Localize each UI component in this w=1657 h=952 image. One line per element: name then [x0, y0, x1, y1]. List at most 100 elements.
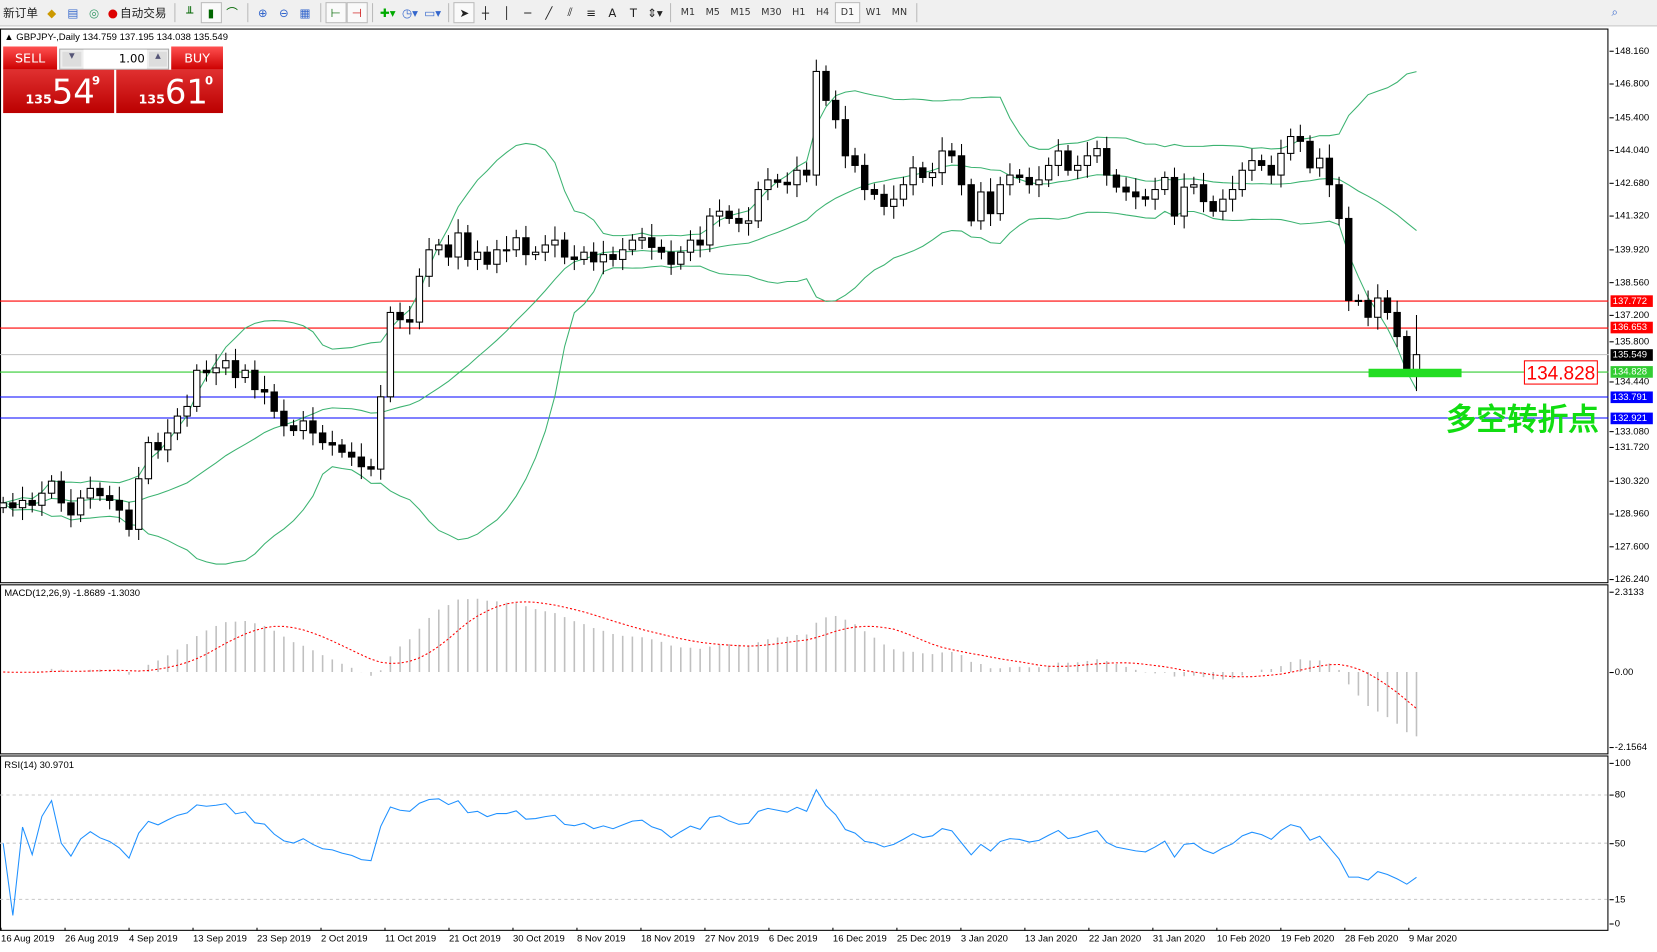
rsi-tick: 50: [1609, 837, 1626, 849]
auto-trading-button[interactable]: ● 自动交易: [105, 2, 170, 23]
timeframe-h1[interactable]: H1: [792, 7, 806, 18]
equidistant-channel-icon[interactable]: ⫽: [567, 5, 573, 20]
sell-price[interactable]: 135 54 9: [3, 69, 115, 114]
timeframe-m15[interactable]: M15: [730, 7, 751, 18]
candle-body: [231, 360, 240, 379]
candle-body: [164, 432, 172, 451]
zoom-out-icon[interactable]: ⊖: [278, 5, 289, 20]
timeframe-m30[interactable]: M30: [761, 7, 782, 18]
chart-symbol-ohlc: GBPJPY-,Daily 134.759 137.195 134.038 13…: [16, 31, 229, 43]
candle-body: [435, 244, 443, 251]
pivot-zone-rectangle[interactable]: [1368, 368, 1462, 378]
periods-icon[interactable]: ◷▾: [401, 5, 418, 20]
horizontal-line-icon[interactable]: ─: [524, 5, 532, 20]
candle-body: [667, 251, 675, 265]
fibonacci-icon[interactable]: ≡: [586, 5, 597, 20]
candle-body: [464, 232, 472, 260]
candle-body: [909, 167, 917, 186]
timeframe-d1[interactable]: D1: [834, 2, 861, 24]
price-axis[interactable]: 148.160 146.800 145.400 144.040 142.680 141.3…: [1609, 29, 1657, 584]
candlestick-icon[interactable]: ▮: [200, 2, 222, 24]
timeframe-w1[interactable]: W1: [865, 7, 882, 18]
navigator-icon[interactable]: ▤: [67, 5, 79, 20]
rsi-tick: 80: [1609, 789, 1626, 801]
candle-body: [241, 369, 249, 379]
candle-body: [1180, 186, 1188, 217]
candle-body: [551, 239, 559, 246]
arrows-icon[interactable]: ⇕▾: [647, 5, 663, 20]
signals-icon[interactable]: ◎: [88, 5, 100, 20]
macd-axis[interactable]: 2.3133 0.00 -2.1564: [1609, 584, 1657, 754]
pivot-annotation-text[interactable]: 多空转折点: [1445, 401, 1599, 438]
auto-trading-label: 自动交易: [120, 6, 167, 21]
rsi-axis[interactable]: 100 80 50 15 0: [1609, 755, 1657, 930]
candle-body: [1383, 297, 1392, 313]
text-icon[interactable]: A: [608, 5, 617, 20]
candle-body: [493, 249, 501, 265]
timeframe-h4[interactable]: H4: [815, 7, 830, 18]
indicators-icon[interactable]: ✚▾: [380, 5, 396, 20]
new-order-button[interactable]: 新订单: [3, 6, 39, 21]
candle-body: [1238, 169, 1246, 191]
search-icon[interactable]: ⌕: [1611, 5, 1619, 20]
timeframe-m1[interactable]: M1: [680, 7, 696, 18]
candle-body: [1083, 155, 1092, 166]
candle-body: [1325, 157, 1334, 186]
one-click-trading-panel: SELL ▼ 1.00 ▲ BUY 135 54 9 135 61 0: [3, 46, 223, 114]
candle-body: [609, 254, 617, 260]
candle-body: [1141, 196, 1150, 200]
line-chart-icon[interactable]: ⌒: [226, 6, 238, 21]
candle-body: [202, 369, 211, 374]
lot-size-stepper[interactable]: ▼ 1.00 ▲: [59, 48, 170, 70]
text-label-icon[interactable]: T: [629, 5, 638, 20]
market-watch-icon[interactable]: ◆: [47, 5, 57, 20]
tile-windows-icon[interactable]: ▦: [299, 5, 311, 20]
vertical-line-icon[interactable]: │: [503, 5, 511, 20]
price-annotation-label[interactable]: 134.828: [1523, 360, 1598, 385]
candle-body: [928, 172, 937, 179]
candle-body: [589, 251, 598, 263]
date-tick: 16 Aug 2019: [1, 932, 55, 944]
candle-body: [1161, 176, 1169, 191]
candle-body: [57, 480, 65, 504]
increase-lot-icon[interactable]: ▲: [149, 51, 167, 67]
candle-body: [744, 220, 753, 224]
chart-shift-icon[interactable]: ⊢: [325, 2, 347, 24]
divider: [670, 3, 672, 23]
lot-size-input[interactable]: 1.00: [83, 49, 147, 69]
zoom-in-icon[interactable]: ⊕: [257, 5, 268, 20]
macd-tick: 0.00: [1609, 666, 1634, 678]
candle-body: [512, 237, 520, 251]
trendline-icon[interactable]: ╱: [545, 5, 553, 20]
buy-price[interactable]: 135 61 0: [116, 69, 223, 114]
timeframe-mn[interactable]: MN: [891, 7, 908, 18]
buy-button[interactable]: BUY: [171, 46, 223, 70]
candle-body: [1103, 148, 1111, 176]
candle-body: [328, 442, 336, 446]
date-tick: 11 Oct 2019: [384, 932, 437, 944]
cursor-icon[interactable]: ➤: [453, 2, 475, 24]
bar-chart-icon[interactable]: ╨: [186, 5, 194, 20]
price-tick: 128.960: [1609, 508, 1650, 519]
toolbar: 新订单 ◆ ▤ ◎ ● 自动交易 ╨ ▮ ⌒ ⊕ ⊖ ▦ ⊢ ⊣ ✚▾ ◷▾ ▭▾…: [0, 0, 1657, 27]
templates-icon[interactable]: ▭▾: [424, 5, 442, 20]
price-level-label: 134.828: [1610, 366, 1653, 378]
timeframe-m5[interactable]: M5: [705, 7, 720, 18]
price-tick: 146.800: [1609, 78, 1650, 89]
candle-body: [1306, 140, 1314, 169]
main-chart-panel[interactable]: [0, 28, 1609, 584]
candle-body: [289, 425, 298, 432]
candle-body: [648, 237, 656, 248]
candle-body: [754, 189, 762, 222]
rsi-tick: 0: [1609, 918, 1621, 929]
price-tick: 145.400: [1609, 111, 1650, 123]
sell-button[interactable]: SELL: [3, 46, 58, 70]
macd-panel[interactable]: [0, 584, 1609, 755]
decrease-lot-icon[interactable]: ▼: [62, 51, 82, 67]
collapse-triangle-icon[interactable]: ▲: [4, 31, 17, 43]
candle-body: [1073, 164, 1082, 171]
candle-body: [977, 191, 985, 222]
autoscroll-icon[interactable]: ⊣: [346, 2, 368, 24]
crosshair-icon[interactable]: ┼: [481, 5, 490, 20]
candle-body: [812, 70, 821, 176]
